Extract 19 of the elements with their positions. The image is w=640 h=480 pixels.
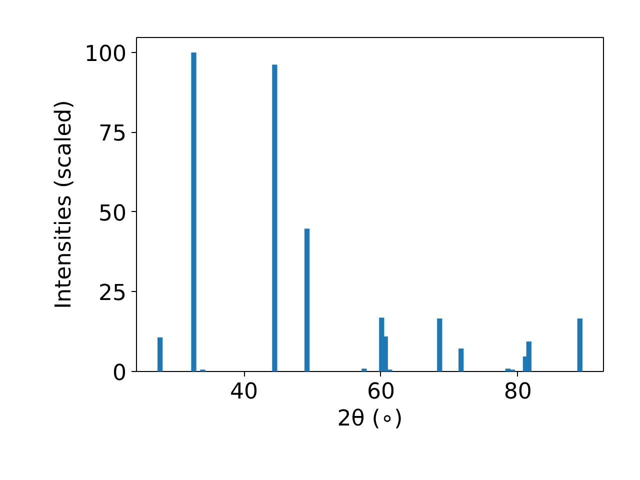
bar	[458, 348, 464, 372]
y-tick-label: 50	[98, 201, 127, 226]
x-tick-label: 60	[366, 380, 395, 404]
bar	[157, 337, 163, 372]
y-tick-label: 75	[98, 122, 127, 147]
y-tick-label: 25	[98, 281, 127, 306]
y-tick-label: 100	[84, 42, 127, 67]
y-tick-label: 0	[112, 361, 127, 386]
bar	[577, 318, 582, 372]
x-tick-label: 80	[504, 380, 532, 404]
bar	[526, 342, 532, 372]
x-tick-label: 40	[230, 380, 258, 404]
bar	[437, 318, 442, 372]
bar	[191, 52, 196, 372]
y-axis-title: Intensities (scaled)	[52, 100, 77, 309]
bar	[272, 64, 278, 372]
x-axis-title: 2θ (∘)	[337, 406, 403, 432]
bar	[304, 228, 310, 372]
bar	[362, 368, 367, 372]
